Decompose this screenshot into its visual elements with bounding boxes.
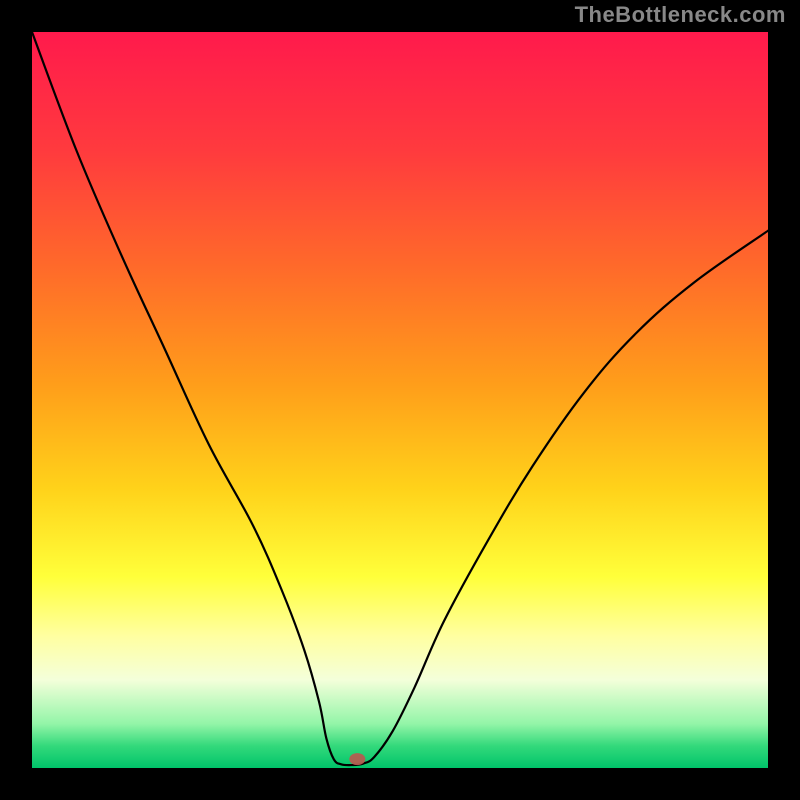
optimum-marker xyxy=(349,753,365,765)
chart-frame: TheBottleneck.com xyxy=(0,0,800,800)
watermark-text: TheBottleneck.com xyxy=(575,2,786,28)
bottleneck-curve-chart xyxy=(32,32,768,768)
gradient-background xyxy=(32,32,768,768)
plot-area xyxy=(32,32,768,768)
